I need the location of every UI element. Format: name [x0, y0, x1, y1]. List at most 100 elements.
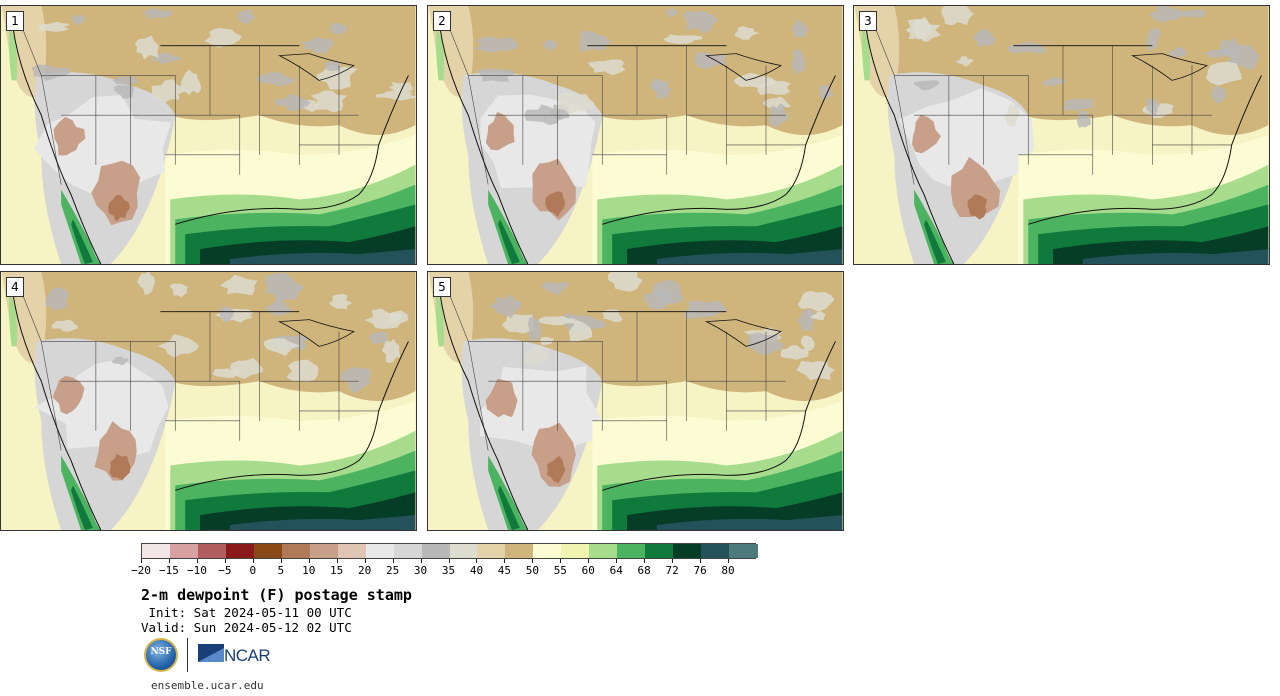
pacific-nw-green — [435, 291, 445, 347]
colorbar-tick-label: 45 — [497, 564, 512, 577]
great-lakes-outline — [277, 53, 355, 81]
light-gray-patch — [898, 88, 1035, 193]
panel-number: 4 — [6, 277, 24, 297]
gray-patch — [1042, 77, 1067, 87]
gray-patch — [1061, 98, 1094, 111]
gray-patch — [1205, 61, 1243, 86]
gray-patch — [501, 314, 536, 334]
west-coast-green — [488, 189, 528, 264]
colorbar-tick-label: 10 — [302, 564, 316, 577]
pacific-coastline — [438, 281, 529, 530]
colorbar-tick-mark — [252, 559, 254, 563]
gray-patch — [941, 6, 974, 26]
boundary-line — [468, 341, 603, 431]
great-lakes-outline — [704, 53, 782, 81]
gray-patch — [734, 25, 760, 40]
colorbar-tick-label: 50 — [525, 564, 539, 577]
gray-patch — [955, 56, 973, 67]
nsf-logo — [144, 638, 178, 672]
logo-divider — [187, 638, 188, 672]
colorbar-tick-label: 76 — [693, 564, 707, 577]
gray-patch — [381, 338, 401, 364]
postage-stamp-panel: 4 — [0, 271, 417, 531]
gray-patch — [134, 35, 159, 60]
colorbar-tick-mark — [141, 559, 142, 563]
gray-patch — [388, 82, 413, 92]
gray-patch — [364, 308, 409, 330]
postage-stamp-panel: 1 — [0, 5, 417, 265]
colorbar-tick-label: 64 — [609, 564, 623, 577]
gray-patch — [913, 80, 940, 91]
boundary-line — [874, 25, 915, 185]
west-coast-darkgreen — [498, 219, 520, 264]
colorbar-swatch — [729, 544, 758, 558]
colorbar-tick-mark — [168, 559, 170, 563]
colorbar-tick-label: 5 — [277, 564, 285, 577]
colorbar-tick-label: −15 — [159, 564, 179, 577]
gray-patch — [587, 59, 626, 76]
gray-patch — [300, 37, 334, 54]
colorbar-tick-mark — [336, 559, 338, 563]
gray-patch — [181, 69, 202, 95]
gray-patch — [488, 294, 522, 319]
west-coast-green — [914, 189, 954, 264]
gray-patch — [368, 331, 388, 344]
postage-stamp-panel: 3 — [853, 5, 1270, 265]
gray-patch — [1149, 6, 1182, 23]
gray-patch — [1007, 42, 1048, 54]
gray-patch — [1146, 27, 1161, 52]
great-lakes-outline — [1130, 53, 1208, 81]
pacific-nw-green — [8, 25, 18, 81]
boundary-line — [448, 291, 489, 451]
colorbar-swatch — [533, 544, 562, 558]
gray-patch — [905, 18, 941, 43]
colorbar-tick-label: 30 — [413, 564, 428, 577]
gray-patch — [255, 72, 298, 87]
colorbar-tick-mark — [728, 559, 730, 563]
gray-patch — [1211, 84, 1227, 103]
teal-76-region — [656, 249, 843, 264]
colorbar-swatch — [337, 544, 367, 558]
gray-patch — [796, 360, 835, 381]
gray-patch — [602, 309, 623, 323]
gray-patch — [112, 76, 139, 86]
colorbar-swatch — [617, 544, 646, 558]
great-lakes-outline — [704, 319, 782, 347]
gray-patch — [538, 315, 579, 326]
gray-patch — [662, 34, 703, 44]
boundary-line — [21, 25, 62, 185]
colorbar-swatch — [701, 544, 730, 558]
colorbar-tick-label: −20 — [131, 564, 151, 577]
gray-patch — [111, 356, 129, 366]
gray-patch — [757, 78, 791, 95]
gray-patch — [151, 79, 186, 103]
gray-patch — [683, 300, 727, 320]
gray-patch — [543, 39, 559, 50]
west-coast-darkgreen — [71, 485, 93, 530]
pacific-nw-green — [435, 25, 445, 81]
gray-patch — [762, 96, 792, 111]
gray-patch — [219, 306, 234, 323]
teal-76-region — [229, 515, 416, 530]
gray-patch — [527, 316, 541, 342]
boundary-line — [448, 25, 489, 185]
colorbar-tick-label: 68 — [637, 564, 651, 577]
gray-patch — [51, 319, 78, 332]
west-coast-darkgreen — [924, 219, 946, 264]
boundary-line — [21, 291, 62, 451]
very-dry-core — [967, 194, 988, 220]
gray-patch — [204, 27, 242, 48]
gray-patch — [665, 8, 678, 18]
west-coast-darkgreen — [498, 485, 520, 530]
boundary-line — [41, 75, 176, 165]
colorbar-tick-label: 80 — [721, 564, 735, 577]
pacific-coastline — [11, 281, 102, 530]
gray-patch — [328, 22, 347, 35]
colorbar-tick-mark — [196, 559, 198, 563]
gray-patch — [323, 60, 341, 71]
gray-patch — [157, 334, 200, 358]
colorbar-swatch — [589, 544, 618, 558]
dry-brown-patch — [532, 158, 576, 221]
west-coast-green — [488, 455, 528, 530]
gray-patch — [540, 336, 554, 346]
